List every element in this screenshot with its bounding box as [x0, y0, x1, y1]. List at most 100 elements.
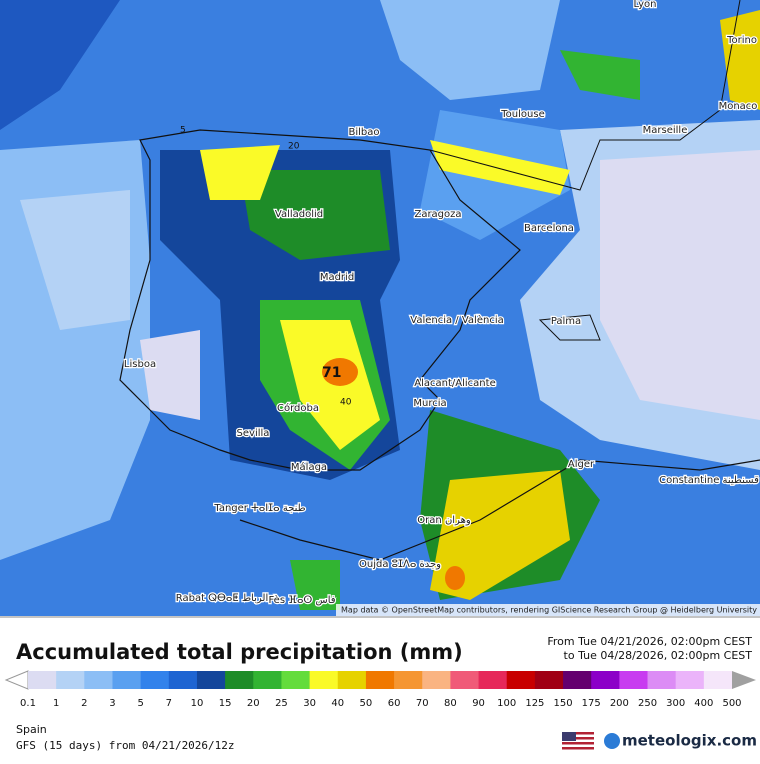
field — [380, 0, 560, 100]
legend-swatch — [647, 671, 677, 689]
legend-swatch — [28, 671, 57, 689]
legend-swatch — [225, 671, 254, 689]
city-label: Lisboa — [124, 359, 156, 370]
field — [600, 150, 760, 420]
city-label: Bilbao — [348, 127, 379, 138]
field — [20, 190, 130, 330]
field — [0, 0, 120, 130]
city-label: Fès ⴼⴰⵙ فاس — [268, 594, 335, 606]
legend-label: 70 — [416, 698, 429, 709]
coastline — [429, 0, 741, 191]
field — [322, 358, 358, 386]
map: Lyon Torino Monaco Toulouse Marseille Bi… — [0, 0, 760, 616]
contour-label: 20 — [288, 142, 300, 152]
city-label: Sevilla — [237, 428, 270, 439]
legend-swatch — [534, 671, 564, 689]
field — [140, 330, 200, 420]
legend-label: 400 — [694, 698, 713, 709]
legend-swatch — [365, 671, 395, 689]
field — [290, 560, 340, 610]
legend-label: 15 — [219, 698, 232, 709]
field — [430, 470, 570, 600]
legend-label: 50 — [360, 698, 373, 709]
field — [280, 320, 380, 450]
legend-label: 20 — [247, 698, 260, 709]
model-run: GFS (15 days) from 04/21/2026/12z — [16, 739, 235, 752]
city-label: Oran وهران — [417, 515, 471, 526]
legend-swatch — [422, 671, 451, 689]
legend-swatch — [84, 671, 113, 689]
contour-label: 5 — [180, 126, 186, 136]
field — [560, 50, 640, 100]
legend-swatch — [112, 671, 142, 689]
legend-label: 2 — [81, 698, 87, 709]
legend-swatch — [675, 671, 705, 689]
legend-label: 40 — [331, 698, 344, 709]
legend-swatch — [703, 671, 733, 689]
legend-label: 0.1 — [20, 698, 36, 709]
legend-label: 500 — [722, 698, 741, 709]
legend-swatch — [196, 671, 226, 689]
legend-swatch — [619, 671, 649, 689]
city-label: Murcia — [413, 398, 446, 409]
legend: 0.1 1 2 3 5 7 10 15 20 25 30 40 50 60 70 80 90 100 125 150 1… — [4, 670, 756, 709]
legend-swatch — [56, 671, 85, 689]
legend-label: 30 — [303, 698, 316, 709]
max-label: 71 — [322, 365, 341, 381]
legend-swatch — [253, 671, 282, 689]
coastline — [239, 459, 760, 561]
legend-label: 80 — [444, 698, 457, 709]
attribution-bg — [336, 604, 760, 616]
legend-swatch — [478, 671, 508, 689]
city-label: Barcelona — [524, 223, 574, 234]
legend-swatch — [140, 671, 170, 689]
legend-label: 150 — [553, 698, 572, 709]
city-label: Constantine قسنطينة — [659, 475, 759, 486]
legend-swatch — [394, 671, 423, 689]
field — [430, 140, 570, 195]
legend-label: 5 — [137, 698, 143, 709]
legend-label: 7 — [166, 698, 172, 709]
island — [538, 314, 601, 341]
city-label: Rabat ⵕⴱⴰⵟ الرباط — [176, 593, 268, 604]
legend-swatch — [591, 671, 620, 689]
city-label: Tanger ⵜⴰⵏⵊⴰ طنجة — [213, 503, 305, 514]
brand: meteologix.com — [622, 732, 757, 750]
field — [240, 170, 390, 260]
contour-label: 40 — [340, 398, 352, 408]
legend-label: 3 — [109, 698, 115, 709]
legend-label: 300 — [666, 698, 685, 709]
legend-label: 250 — [638, 698, 657, 709]
city-label: Málaga — [291, 461, 327, 473]
us-flag — [562, 732, 594, 750]
legend-swatch — [450, 671, 480, 689]
legend-label: 90 — [472, 698, 485, 709]
city-label: Marseille — [643, 125, 688, 136]
legend-swatch — [168, 671, 198, 689]
period-to: to Tue 04/28/2026, 02:00pm CEST — [564, 649, 753, 662]
legend-label: 60 — [388, 698, 401, 709]
period-from: From Tue 04/21/2026, 02:00pm CEST — [547, 635, 752, 648]
field — [720, 10, 760, 110]
city-label: Oujda ⵓⵊⴷⴰ وجدة — [359, 559, 441, 570]
logo-icon — [604, 733, 620, 749]
city-label: Córdoba — [277, 402, 319, 414]
legend-label: 10 — [191, 698, 204, 709]
city-label: Valencia / València — [410, 314, 503, 326]
city-label: Monaco — [719, 101, 758, 112]
legend-label: 125 — [525, 698, 544, 709]
title: Accumulated total precipitation (mm) — [16, 640, 463, 664]
legend-swatch — [506, 671, 536, 689]
field — [200, 145, 280, 200]
city-label: Lyon — [633, 0, 656, 10]
city-label: Alger — [568, 459, 595, 470]
legend-arrow-high — [732, 671, 756, 689]
field — [445, 566, 465, 590]
city-label: Valladolid — [275, 209, 323, 220]
legend-swatch — [281, 671, 311, 689]
legend-label: 1 — [53, 698, 59, 709]
legend-label: 100 — [497, 698, 516, 709]
attribution: Map data © OpenStreetMap contributors, r… — [341, 606, 757, 615]
legend-label: 25 — [275, 698, 288, 709]
